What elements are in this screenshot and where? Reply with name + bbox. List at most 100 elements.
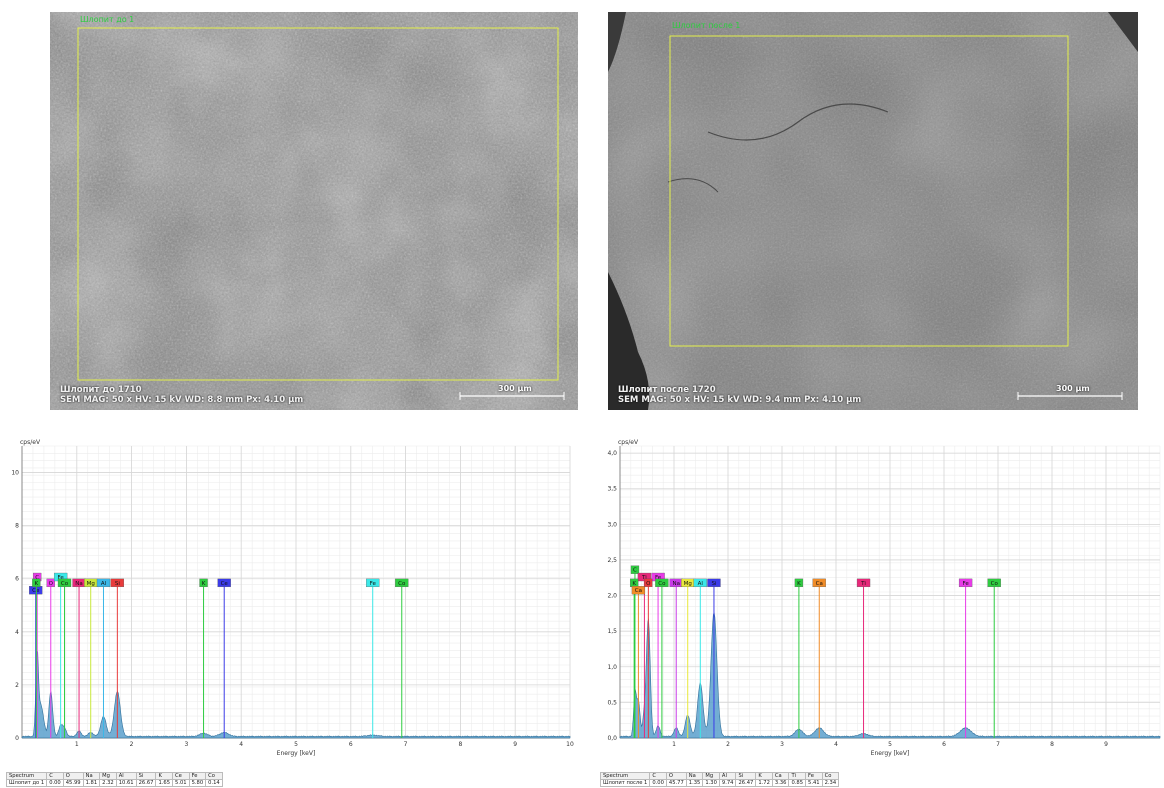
element-label: Fe (58, 575, 65, 581)
caption-title: Шлопит до 1710 (60, 385, 142, 395)
roi-label: Шлопит после 1 (672, 21, 741, 30)
table-cell: 0.00 (46, 779, 64, 787)
scale-bar-label: 300 µm (498, 384, 532, 393)
y-tick-label: 0 (15, 735, 19, 742)
caption-params: SEM MAG: 50 x HV: 15 kV WD: 9.4 mm Px: 4… (618, 395, 862, 405)
element-label: O (49, 581, 54, 587)
sem-texture (50, 12, 578, 410)
y-tick-label: 1,5 (607, 628, 617, 635)
x-tick-label: 8 (458, 741, 462, 748)
element-badge (631, 586, 646, 595)
element-badge (366, 578, 380, 588)
element-label: Mg (87, 581, 95, 587)
x-tick-label: 3 (780, 741, 784, 748)
x-tick-label: 5 (294, 741, 298, 748)
y-tick-label: 0,5 (607, 699, 617, 706)
table-cell: Mg (702, 772, 720, 780)
element-label: Ti (860, 581, 866, 587)
x-axis-label: Energy [keV] (277, 750, 316, 757)
element-label: Ca (816, 581, 823, 587)
y-tick-label: 6 (15, 576, 19, 583)
table-row: Шлопит после 1 0.00 45.77 1.35 1.30 9.74 26.47… (599, 779, 840, 787)
caption-title: Шлопит после 1720 (618, 385, 716, 395)
element-label: Si (115, 581, 120, 587)
table-cell: Si (735, 772, 757, 780)
element-badge (46, 578, 55, 588)
y-axis-label: cps/eV (20, 439, 41, 446)
table-cell: C (46, 772, 64, 780)
table-cell: Al (718, 772, 737, 780)
eds-spectrum-before: 1 2 3 4 5 6 7 8 9 10 0 2 4 6 8 10 cps/eV Energy [keV] C Ce K… (11, 439, 574, 757)
table-header-row: Spectrum C O Na Mg Al Si K Ca Ti Fe Co (599, 772, 840, 780)
table-cell: 5.01 (172, 779, 190, 787)
table-cell: 0.85 (788, 779, 807, 787)
x-tick-label: 5 (888, 741, 892, 748)
table-cell: Co (821, 772, 840, 780)
x-tick-label: 3 (184, 741, 188, 748)
table-cell: Na (685, 772, 704, 780)
table-header-row: Spectrum C O Na Mg Al Si K Ce Fe Co (5, 772, 223, 780)
element-badge (395, 578, 409, 588)
y-tick-label: 8 (15, 523, 19, 530)
x-tick-label: 6 (942, 741, 946, 748)
table-cell: 1.35 (685, 779, 704, 787)
table-cell: K (155, 772, 174, 780)
element-label: Co (991, 581, 999, 587)
x-tick-label: 1 (672, 741, 676, 748)
table-cell: 2.34 (821, 779, 840, 787)
y-tick-label: 4,0 (607, 450, 617, 457)
table-cell: 0.00 (649, 779, 667, 787)
composition-table-after: Spectrum C O Na Mg Al Si K Ca Ti Fe Co Шлопит после … (599, 772, 840, 787)
sem-texture (608, 12, 1138, 410)
element-badge (812, 578, 826, 588)
y-tick-label: 2 (15, 682, 19, 689)
element-label: Ti (641, 575, 647, 581)
element-label: C (35, 575, 39, 581)
element-label: Ce (221, 581, 229, 587)
element-label: O (646, 581, 651, 587)
x-tick-label: 9 (513, 741, 517, 748)
element-badge (644, 578, 653, 588)
element-label: Al (101, 581, 107, 587)
table-cell: Шлопит до 1 (5, 779, 48, 787)
y-tick-label: 0,0 (607, 735, 617, 742)
element-badge (199, 578, 208, 588)
x-tick-label: 4 (239, 741, 243, 748)
element-label: Na (672, 581, 680, 587)
table-cell: 45.77 (665, 779, 687, 787)
table-cell: K (755, 772, 773, 780)
y-tick-label: 2,5 (607, 557, 617, 564)
sem-image-after: Шлопит после 1 Шлопит после 1720 SEM MAG… (608, 12, 1138, 410)
element-badge (693, 578, 707, 588)
element-label: K (202, 581, 206, 587)
element-badge (217, 578, 231, 588)
sem-image-before: Шлопит до 1 Шлопит до 1710 SEM MAG: 50 x… (50, 12, 578, 410)
table-cell: C (649, 772, 667, 780)
table-cell: 2.32 (99, 779, 117, 787)
table-cell: 1.81 (82, 779, 101, 787)
element-label: Si (711, 581, 716, 587)
table-cell: Si (135, 772, 157, 780)
table-cell: Spectrum (599, 772, 651, 780)
element-label: C (633, 568, 637, 574)
table-cell: Al (115, 772, 137, 780)
element-label: K (35, 581, 39, 587)
element-label: Mg (684, 581, 692, 587)
y-tick-label: 2,0 (607, 593, 617, 600)
element-label: Fe (370, 581, 377, 587)
grid (21, 445, 571, 739)
element-badge (630, 565, 640, 574)
x-tick-label: 8 (1050, 741, 1054, 748)
table-cell: 10.61 (115, 779, 137, 787)
element-badge (32, 578, 41, 588)
scale-bar-label: 300 µm (1056, 384, 1090, 393)
table-cell: Spectrum (5, 772, 48, 780)
grid (619, 445, 1161, 739)
element-badge (110, 578, 125, 588)
element-label: Fe (962, 581, 969, 587)
x-tick-label: 7 (996, 741, 1000, 748)
table-cell: Na (82, 772, 101, 780)
x-tick-label: 2 (130, 741, 134, 748)
table-cell: Fe (188, 772, 207, 780)
eds-spectrum-after: 1 2 3 4 5 6 7 8 9 0,0 0,5 1,0 1,5 2,0 2,5 3,0 3,5 4,0cps/… (607, 439, 1161, 757)
